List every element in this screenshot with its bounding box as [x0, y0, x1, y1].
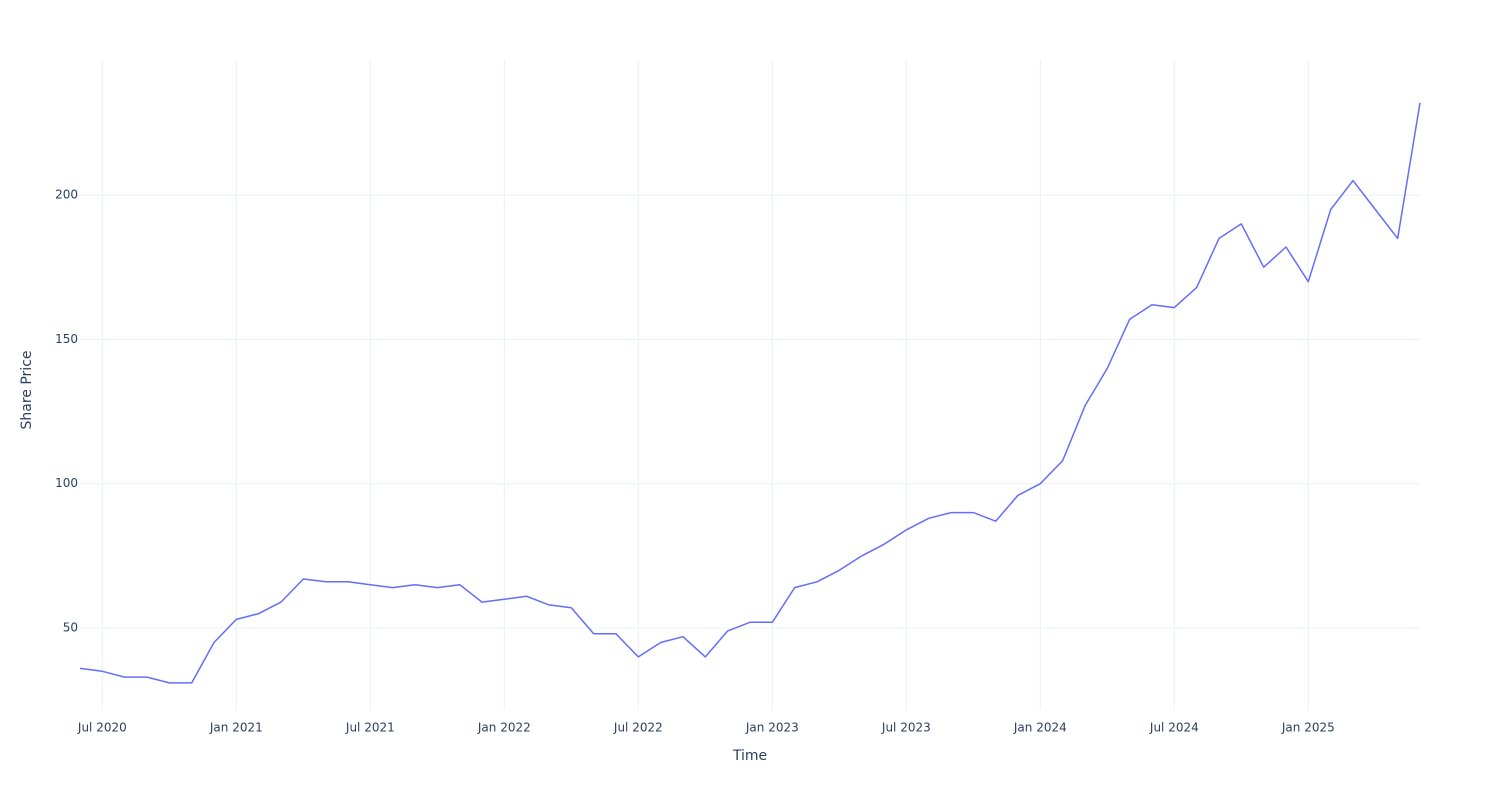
- x-tick-label: Jul 2023: [881, 721, 931, 735]
- x-tick-label: Jan 2023: [745, 721, 799, 735]
- x-tick-label: Jul 2020: [77, 721, 127, 735]
- y-tick-label: 150: [55, 332, 78, 346]
- x-tick-label: Jul 2022: [613, 721, 663, 735]
- x-tick-label: Jan 2021: [209, 721, 263, 735]
- y-tick-label: 100: [55, 476, 78, 490]
- x-tick-label: Jul 2024: [1149, 721, 1199, 735]
- x-tick-label: Jan 2024: [1013, 721, 1067, 735]
- x-tick-label: Jan 2025: [1281, 721, 1335, 735]
- x-tick-label: Jul 2021: [345, 721, 395, 735]
- y-tick-label: 50: [63, 621, 78, 635]
- x-axis-title: Time: [732, 748, 767, 764]
- y-axis-title: Share Price: [19, 350, 35, 429]
- y-tick-label: 200: [55, 188, 78, 202]
- x-tick-label: Jan 2022: [477, 721, 531, 735]
- price-line: [79, 102, 1421, 684]
